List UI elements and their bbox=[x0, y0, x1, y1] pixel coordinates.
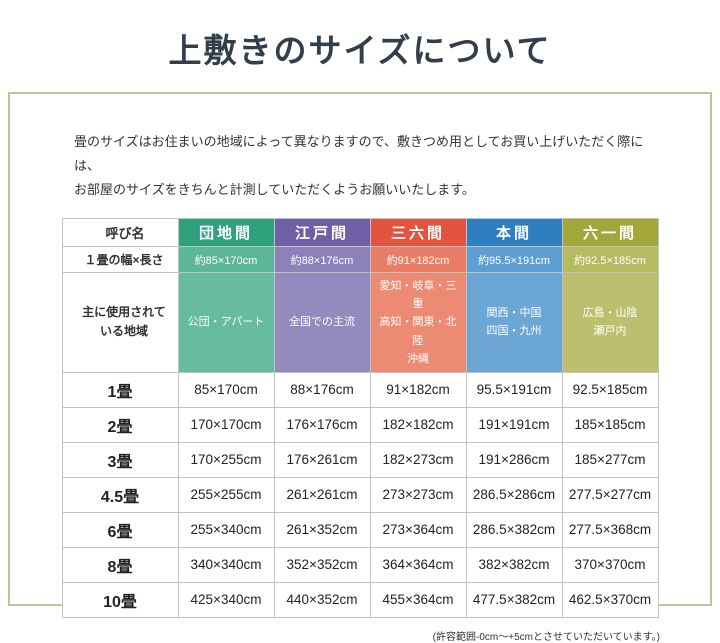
value-cell: 185×185cm bbox=[561, 406, 659, 443]
value-cell: 182×182cm bbox=[369, 406, 467, 443]
column-header-honma: 本間 bbox=[465, 218, 563, 248]
value-cell: 352×352cm bbox=[273, 546, 371, 583]
corner-label: 呼び名 bbox=[61, 218, 179, 248]
value-cell: 191×191cm bbox=[465, 406, 563, 443]
value-cell: 273×364cm bbox=[369, 511, 467, 548]
intro-text: 畳のサイズはお住まいの地域によって異なりますので、敷きつめ用としてお買い上げいた… bbox=[74, 134, 644, 198]
row-label: 10畳 bbox=[61, 581, 179, 618]
value-cell: 176×261cm bbox=[273, 441, 371, 478]
value-cell: 370×370cm bbox=[561, 546, 659, 583]
value-cell: 286.5×286cm bbox=[465, 476, 563, 513]
table-row: 2畳 170×170cm 176×176cm 182×182cm 191×191… bbox=[61, 406, 659, 443]
row-label: 2畳 bbox=[61, 406, 179, 443]
region-row: 主に使用されて いる地域 公団・アパート 全国での主流 愛知・岐阜・三重 高知・… bbox=[61, 272, 659, 373]
column-header-rokuichima: 六一間 bbox=[561, 218, 659, 248]
content-frame: 畳のサイズはお住まいの地域によって異なりますので、敷きつめ用としてお買い上げいた… bbox=[8, 92, 712, 643]
value-cell: 286.5×382cm bbox=[465, 511, 563, 548]
value-cell: 364×364cm bbox=[369, 546, 467, 583]
region-cell: 全国での主流 bbox=[273, 272, 371, 373]
row-label: 3畳 bbox=[61, 441, 179, 478]
value-cell: 185×277cm bbox=[561, 441, 659, 478]
value-cell: 277.5×277cm bbox=[561, 476, 659, 513]
value-cell: 455×364cm bbox=[369, 581, 467, 618]
size-cell: 約88×176cm bbox=[273, 246, 371, 274]
size-cell: 約95.5×191cm bbox=[465, 246, 563, 274]
value-cell: 176×176cm bbox=[273, 406, 371, 443]
region-cell: 公団・アパート bbox=[177, 272, 275, 373]
size-cell: 約91×182cm bbox=[369, 246, 467, 274]
region-cell: 関西・中国 四国・九州 bbox=[465, 272, 563, 373]
table-row: 3畳 170×255cm 176×261cm 182×273cm 191×286… bbox=[61, 441, 659, 478]
row-label: 4.5畳 bbox=[61, 476, 179, 513]
table-row: 4.5畳 255×255cm 261×261cm 273×273cm 286.5… bbox=[61, 476, 659, 513]
row-label: 1畳 bbox=[61, 371, 179, 408]
value-cell: 340×340cm bbox=[177, 546, 275, 583]
value-cell: 182×273cm bbox=[369, 441, 467, 478]
footnote: (許容範囲-0cm～+5cmとさせていただいています。) bbox=[432, 631, 660, 643]
region-cell: 広島・山陰 瀬戸内 bbox=[561, 272, 659, 373]
value-cell: 255×340cm bbox=[177, 511, 275, 548]
column-header-sanrokuma: 三六間 bbox=[369, 218, 467, 248]
value-cell: 477.5×382cm bbox=[465, 581, 563, 618]
size-cell: 約85×170cm bbox=[177, 246, 275, 274]
column-header-edoma: 江戸間 bbox=[273, 218, 371, 248]
value-cell: 170×255cm bbox=[177, 441, 275, 478]
size-row: １畳の幅×長さ 約85×170cm 約88×176cm 約91×182cm 約9… bbox=[61, 246, 659, 274]
row-label: 8畳 bbox=[61, 546, 179, 583]
table-row: 10畳 425×340cm 440×352cm 455×364cm 477.5×… bbox=[61, 581, 659, 618]
table-row: 1畳 85×170cm 88×176cm 91×182cm 95.5×191cm… bbox=[61, 371, 659, 408]
value-cell: 91×182cm bbox=[369, 371, 467, 408]
header-row: 呼び名 団地間 江戸間 三六間 本間 六一間 bbox=[61, 218, 659, 248]
value-cell: 255×255cm bbox=[177, 476, 275, 513]
region-row-label: 主に使用されて いる地域 bbox=[61, 272, 179, 373]
row-label: 6畳 bbox=[61, 511, 179, 548]
value-cell: 261×352cm bbox=[273, 511, 371, 548]
value-cell: 382×382cm bbox=[465, 546, 563, 583]
value-cell: 462.5×370cm bbox=[561, 581, 659, 618]
value-cell: 88×176cm bbox=[273, 371, 371, 408]
tatami-size-table: 呼び名 団地間 江戸間 三六間 本間 六一間 １畳の幅×長さ 約85×170cm… bbox=[61, 218, 659, 618]
size-cell: 約92.5×185cm bbox=[561, 246, 659, 274]
value-cell: 92.5×185cm bbox=[561, 371, 659, 408]
value-cell: 261×261cm bbox=[273, 476, 371, 513]
value-cell: 170×170cm bbox=[177, 406, 275, 443]
value-cell: 191×286cm bbox=[465, 441, 563, 478]
value-cell: 440×352cm bbox=[273, 581, 371, 618]
page-title: 上敷きのサイズについて bbox=[168, 34, 552, 70]
size-row-label: １畳の幅×長さ bbox=[61, 246, 179, 274]
column-header-danchima: 団地間 bbox=[177, 218, 275, 248]
value-cell: 95.5×191cm bbox=[465, 371, 563, 408]
table-row: 6畳 255×340cm 261×352cm 273×364cm 286.5×3… bbox=[61, 511, 659, 548]
table-row: 8畳 340×340cm 352×352cm 364×364cm 382×382… bbox=[61, 546, 659, 583]
value-cell: 277.5×368cm bbox=[561, 511, 659, 548]
value-cell: 273×273cm bbox=[369, 476, 467, 513]
value-cell: 85×170cm bbox=[177, 371, 275, 408]
region-cell: 愛知・岐阜・三重 高知・関東・北陸 沖縄 bbox=[369, 272, 467, 373]
value-cell: 425×340cm bbox=[177, 581, 275, 618]
